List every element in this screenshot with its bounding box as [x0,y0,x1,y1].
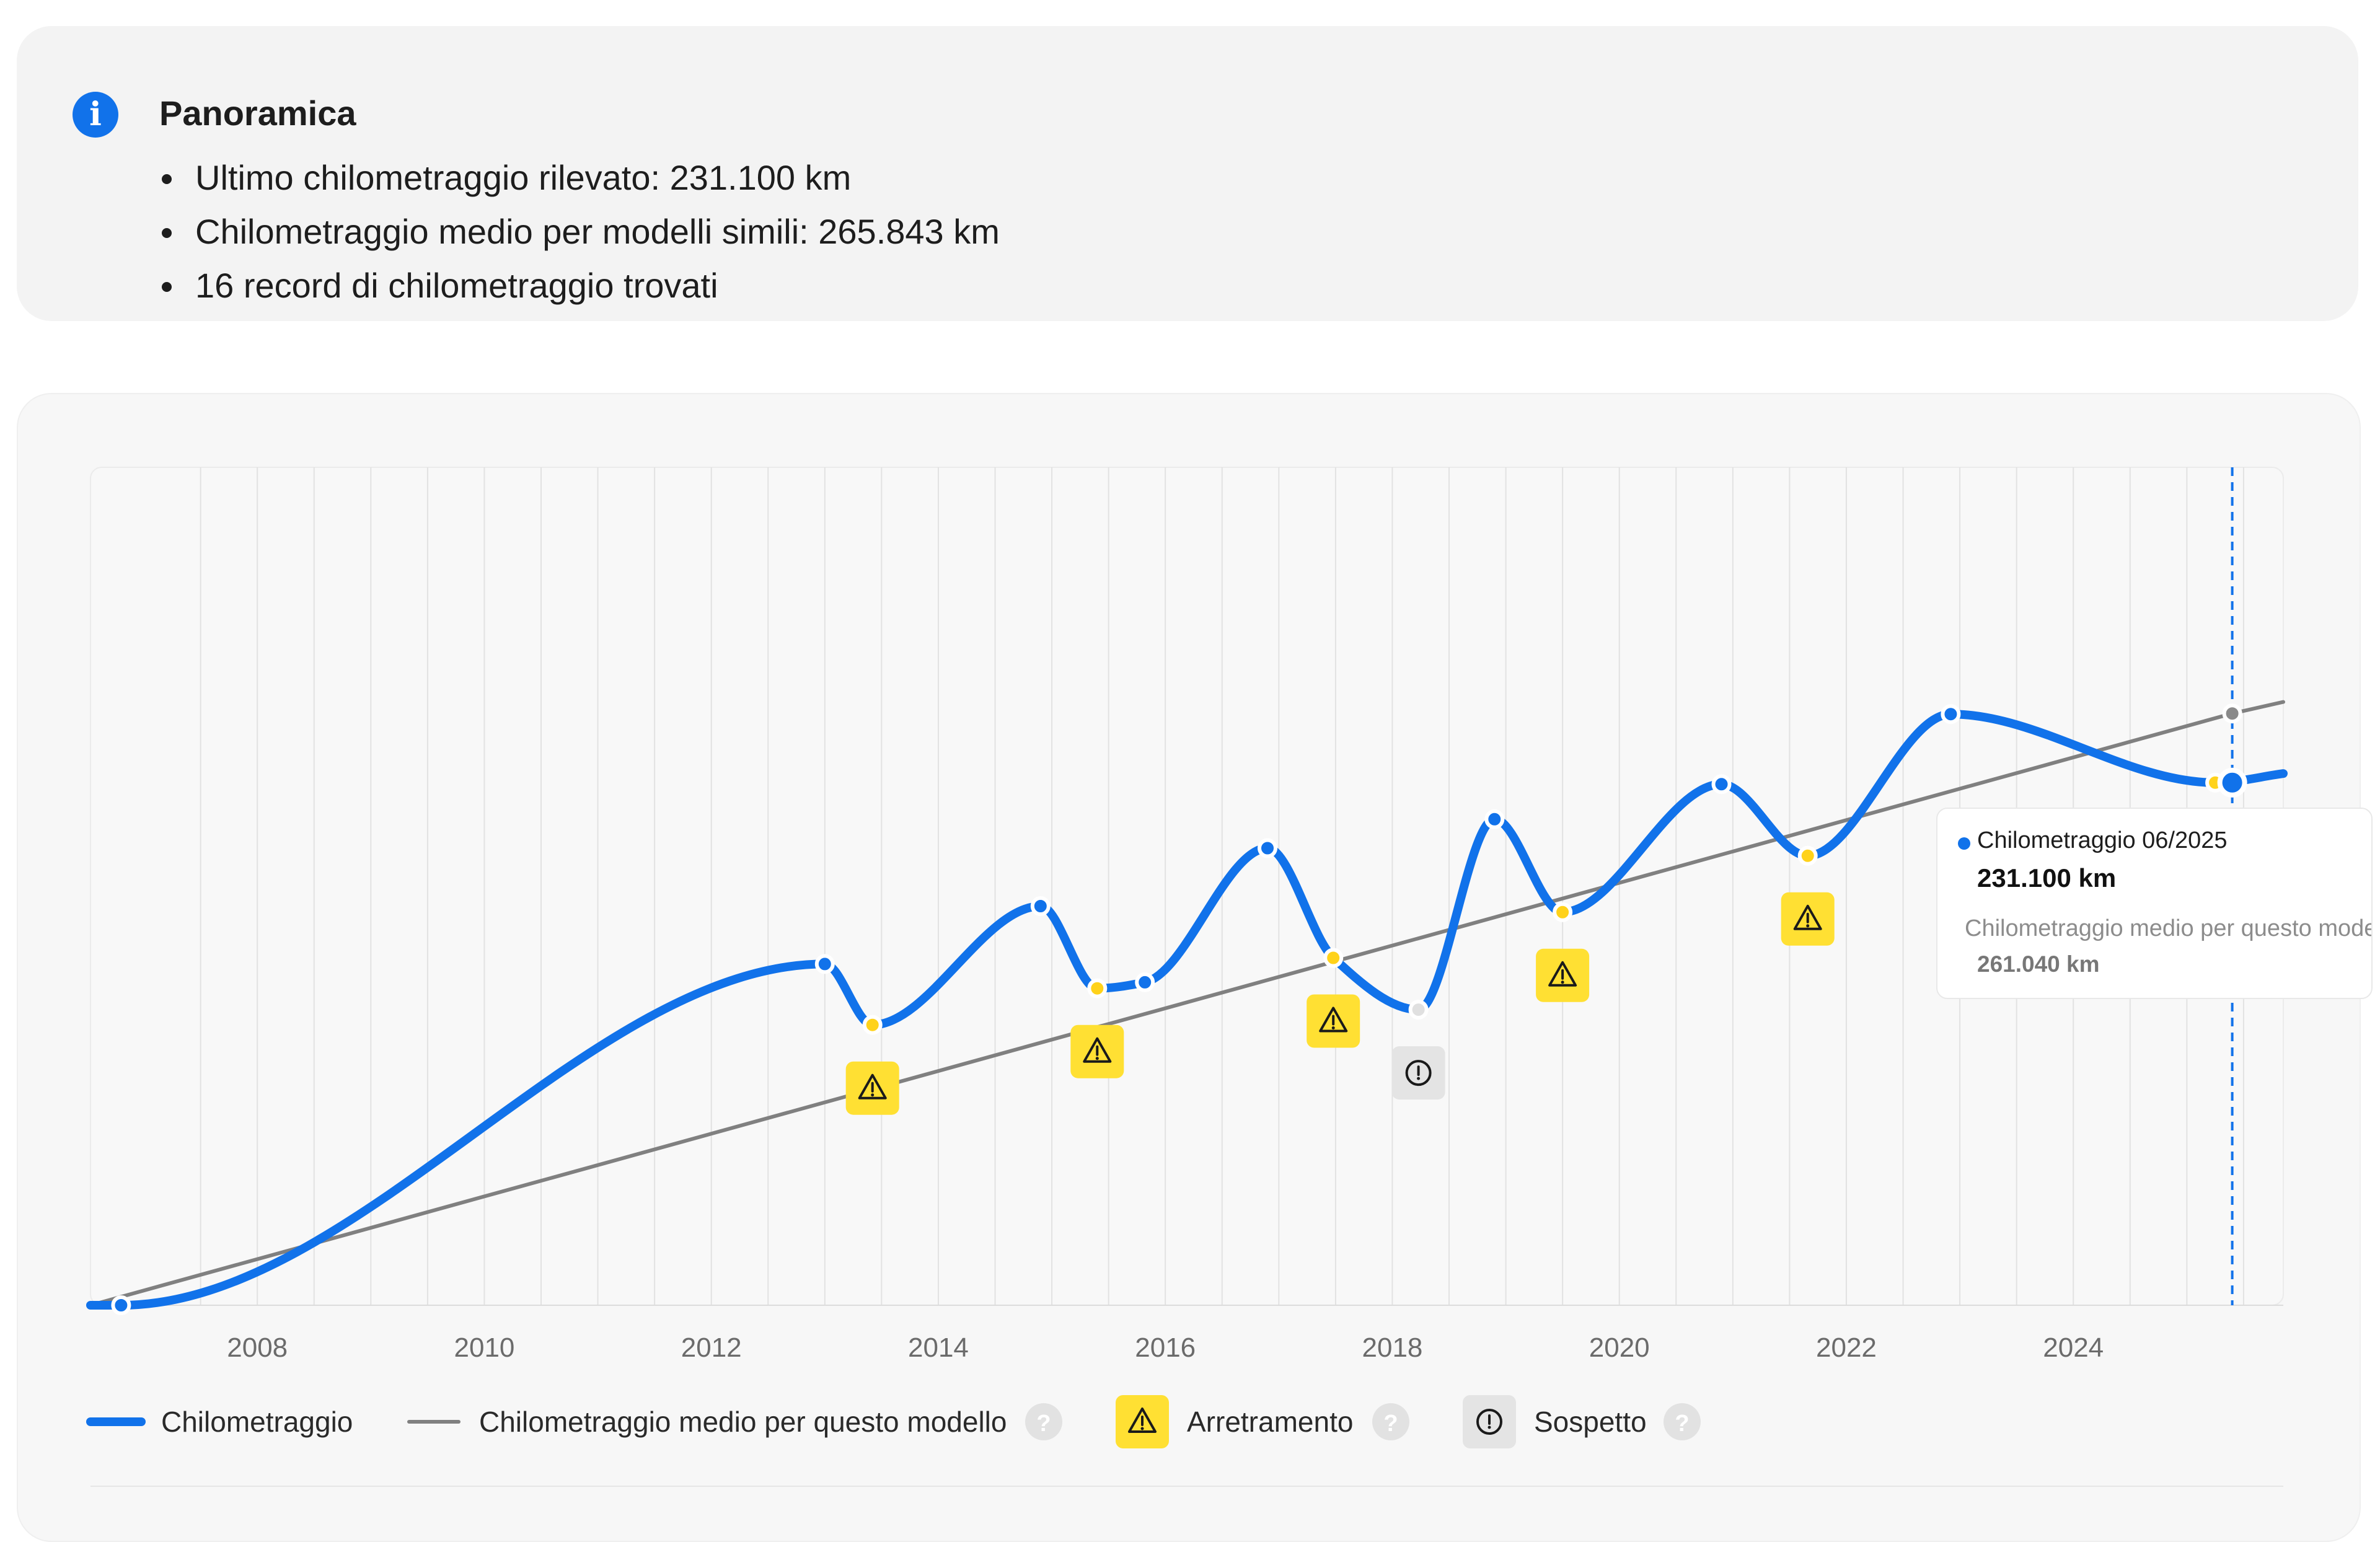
flag-markers [845,892,1835,1115]
mileage-point-rollback [1323,948,1344,968]
mileage-point [1711,774,1732,795]
warning-marker-icon [845,1061,899,1115]
mileage-point [1258,838,1277,858]
average-point-selected [2222,703,2242,724]
mileage-point [1135,972,1155,992]
mileage-point [1484,809,1505,829]
tooltip-title: Chilometraggio 06/2025 [1977,827,2228,853]
legend-item-average[interactable]: Chilometraggio medio per questo modello … [407,1403,1062,1440]
tooltip-value: 231.100 km [1977,863,2117,892]
warning-marker-triangle [1083,1037,1112,1063]
x-tick-labels: 2008 2010 2012 2014 2016 2018 2020 2022 2024 [227,1333,2104,1363]
legend-label-average: Chilometraggio medio per questo modello [479,1406,1007,1438]
tooltip-series-dot [1958,837,1970,850]
legend-label-suspect: Sospetto [1534,1406,1647,1438]
x-tick-label: 2012 [681,1333,742,1363]
x-tick-label: 2008 [227,1333,288,1363]
warning-marker-icon [1536,948,1590,1002]
warning-marker-dot [1561,980,1564,984]
legend-item-rollback[interactable]: Arretramento ? [1116,1395,1409,1448]
chart-tooltip: Chilometraggio 06/2025 231.100 km Chilom… [1936,808,2373,999]
suspect-marker-icon [1391,1046,1445,1100]
mileage-point-rollback [1553,902,1573,922]
overview-item-last-mileage: Ultimo chilometraggio rilevato: 231.100 … [159,153,1000,207]
warning-marker-dot [871,1093,875,1097]
alert-circle-icon [1463,1395,1516,1448]
warning-marker-triangle [1548,961,1577,987]
warning-marker-dot [1806,924,1810,928]
mileage-point-rollback [862,1015,883,1035]
legend: Chilometraggio Chilometraggio medio per … [86,1395,1701,1448]
x-tick-label: 2020 [1589,1333,1650,1363]
svg-text:?: ? [1675,1411,1689,1437]
legend-label-mileage: Chilometraggio [161,1406,353,1438]
overview-item-record-count: 16 record di chilometraggio trovati [159,261,1000,315]
legend-item-mileage[interactable]: Chilometraggio [86,1406,353,1438]
overview-list: Ultimo chilometraggio rilevato: 231.100 … [159,153,1000,315]
mileage-point [1941,704,1961,725]
legend-label-rollback: Arretramento [1187,1406,1353,1438]
x-tick-label: 2016 [1135,1333,1196,1363]
warning-marker-icon [1307,994,1360,1048]
warning-marker-dot [1331,1026,1335,1029]
help-icon[interactable]: ? [1664,1403,1701,1440]
suspect-marker-dot [1417,1077,1421,1080]
x-tick-label: 2010 [454,1333,515,1363]
warning-marker-triangle [1319,1007,1348,1033]
x-tick-label: 2022 [1816,1333,1877,1363]
warning-marker-triangle [1793,904,1822,930]
mileage-point-rollback [1797,845,1818,866]
warning-marker-icon [1781,892,1835,946]
x-tick-label: 2018 [1362,1333,1423,1363]
data-points [111,703,2247,1315]
help-icon[interactable]: ? [1025,1403,1062,1440]
legend-item-suspect[interactable]: Sospetto ? [1463,1395,1701,1448]
overview-card: i Panoramica Ultimo chilometraggio rilev… [17,26,2358,321]
tooltip-average-value: 261.040 km [1977,951,2100,977]
mileage-point-selected [2217,767,2247,798]
warning-marker-dot [1095,1057,1099,1060]
overview-title: Panoramica [159,94,356,133]
mileage-chart[interactable]: 2008 2010 2012 2014 2016 2018 2020 2022 2024 Chi… [0,0,2380,1507]
x-tick-label: 2014 [908,1333,969,1363]
suspect-marker-ring [1405,1060,1432,1086]
overview-item-average-mileage: Chilometraggio medio per modelli simili:… [159,207,1000,261]
info-icon: i [73,92,118,138]
warning-marker-icon [1070,1024,1124,1078]
mileage-point [1030,896,1051,916]
mileage-point [111,1295,131,1315]
warning-icon [1116,1395,1169,1448]
mileage-point [814,954,835,974]
mileage-point-rollback [1087,978,1108,998]
svg-text:?: ? [1383,1411,1398,1437]
help-icon[interactable]: ? [1372,1403,1409,1440]
mileage-point-suspect [1408,1000,1429,1020]
svg-text:?: ? [1036,1411,1051,1437]
x-tick-label: 2024 [2043,1333,2104,1363]
tooltip-average-label: Chilometraggio medio per questo modello [1965,915,2373,941]
warning-marker-triangle [858,1073,887,1099]
